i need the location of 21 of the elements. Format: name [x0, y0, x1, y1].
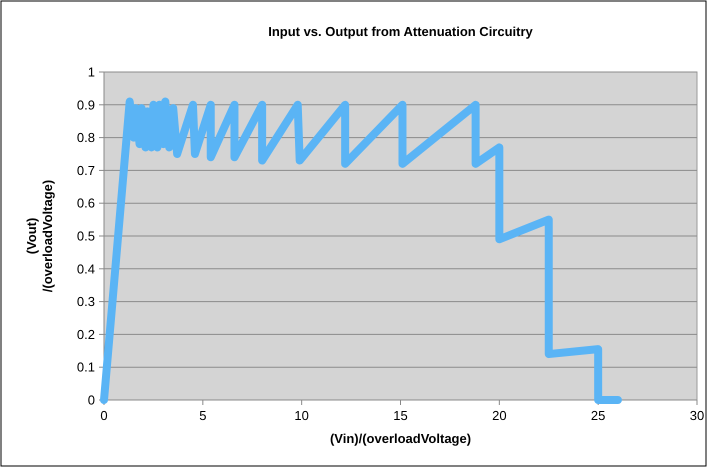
- y-tick-label: 0.2: [76, 326, 95, 342]
- x-tick-label: 20: [492, 408, 507, 423]
- y-tick-label: 0.5: [76, 228, 95, 244]
- y-tick-label: 0.6: [76, 196, 95, 211]
- x-tick-label: 5: [199, 408, 206, 423]
- chart-title: Input vs. Output from Attenuation Circuitry: [268, 24, 534, 39]
- y-axis-title: (Vout) /(overloadVoltage): [24, 180, 55, 292]
- y-tick-label: 1: [88, 64, 95, 80]
- y-tick-label: 0.1: [76, 360, 95, 375]
- y-tick-label: 0.9: [76, 97, 95, 112]
- x-tick-label: 0: [100, 408, 108, 423]
- x-tick-label: 25: [590, 408, 606, 423]
- y-tick-label: 0.3: [76, 294, 95, 310]
- y-tick-label: 0.7: [76, 162, 95, 178]
- x-axis-title: (Vin)/(overloadVoltage): [330, 431, 472, 446]
- y-tick-label: 0: [88, 392, 95, 408]
- x-tick-label: 30: [690, 408, 704, 423]
- y-tick-label: 0.8: [76, 130, 95, 146]
- y-tick-label: 0.4: [76, 261, 95, 276]
- x-tick-label: 10: [294, 408, 309, 423]
- x-tick-label: 15: [393, 408, 408, 423]
